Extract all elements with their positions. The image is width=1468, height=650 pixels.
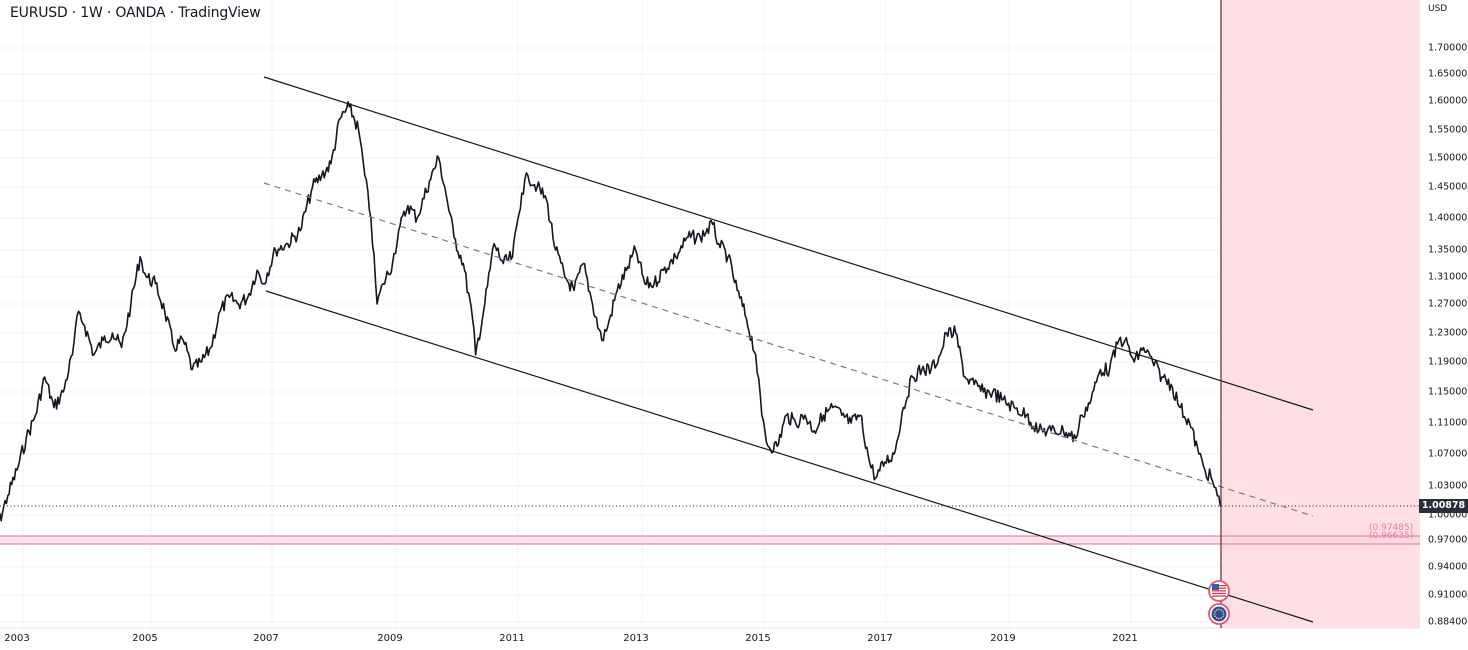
- fib-level-label-bottom: (0.96635): [1369, 531, 1414, 541]
- price-axis[interactable]: USD 1.70000 1.65000 1.60000 1.55000 1.50000 1…: [1420, 0, 1468, 650]
- channel-lower-line[interactable]: [265, 290, 1314, 623]
- price-tick-label: 1.70000: [1428, 42, 1468, 54]
- price-tick-label: 0.88400: [1428, 616, 1468, 628]
- price-tick-label: 1.27000: [1428, 298, 1468, 310]
- price-tick-label: 1.40000: [1428, 212, 1468, 224]
- price-tick-label: 1.60000: [1428, 95, 1468, 107]
- economic-events[interactable]: [1208, 580, 1230, 625]
- eu-flag-event-icon[interactable]: [1208, 603, 1230, 625]
- time-tick-label: 2005: [132, 633, 158, 644]
- future-zone-highlight: [1221, 0, 1420, 628]
- grid-lines: [0, 0, 1420, 629]
- time-tick-label: 2007: [253, 633, 279, 644]
- us-flag-event-icon[interactable]: [1208, 580, 1230, 602]
- price-tick-label: 0.91000: [1428, 589, 1468, 601]
- time-tick-label: 2015: [745, 633, 771, 644]
- price-tick-label: 1.65000: [1428, 68, 1468, 80]
- channel-median-line[interactable]: [263, 182, 1314, 517]
- channel-upper-line[interactable]: [263, 76, 1314, 411]
- price-tick-label: 1.55000: [1428, 124, 1468, 136]
- price-tick-label: 1.03000: [1428, 480, 1468, 492]
- price-tick-label: 1.19000: [1428, 356, 1468, 368]
- price-tick-label: 0.94000: [1428, 561, 1468, 573]
- price-tick-label: 0.97000: [1428, 534, 1468, 546]
- price-tick-label: 1.35000: [1428, 244, 1468, 256]
- last-price-badge: 1.00878: [1419, 499, 1468, 513]
- price-tick-label: 1.45000: [1428, 181, 1468, 193]
- chart-title: EURUSD · 1W · OANDA · TradingView: [10, 5, 261, 21]
- price-series-line: [0, 101, 1222, 522]
- price-tick-label: 1.23000: [1428, 327, 1468, 339]
- time-tick-label: 2009: [377, 633, 403, 644]
- price-tick-label: 1.00000: [1428, 509, 1468, 521]
- time-tick-label: 2013: [623, 633, 649, 644]
- price-tick-label: 1.31000: [1428, 271, 1468, 283]
- time-tick-label: 2021: [1112, 633, 1138, 644]
- currency-unit-label: USD: [1428, 4, 1448, 14]
- fib-level-label-top: (0.97485): [1369, 523, 1414, 533]
- time-tick-label: 2003: [4, 633, 30, 644]
- price-tick-label: 1.15000: [1428, 386, 1468, 398]
- time-tick-label: 2019: [990, 633, 1016, 644]
- time-tick-label: 2017: [867, 633, 893, 644]
- price-tick-label: 1.07000: [1428, 448, 1468, 460]
- price-tick-label: 1.11000: [1428, 417, 1468, 429]
- price-tick-label: 1.50000: [1428, 152, 1468, 164]
- fib-zone[interactable]: [0, 535, 1420, 545]
- time-tick-label: 2011: [499, 633, 525, 644]
